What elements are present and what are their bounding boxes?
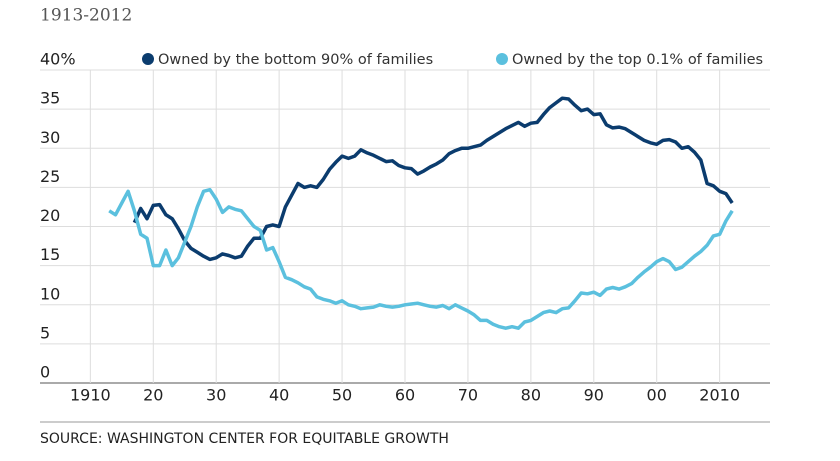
legend-label: Owned by the bottom 90% of families — [158, 52, 433, 68]
legend-label: Owned by the top 0.1% of families — [512, 52, 763, 68]
y-tick-label: 30 — [40, 128, 60, 147]
x-tick-label: 20 — [143, 386, 163, 405]
x-tick-label: 70 — [458, 386, 478, 405]
y-tick-label: 25 — [40, 167, 60, 186]
y-tick-label: 35 — [40, 89, 60, 108]
y-tick-label: 10 — [40, 284, 60, 303]
x-tick-label: 50 — [332, 386, 352, 405]
chart-subtitle: 1913-2012 — [40, 6, 132, 26]
x-tick-label: 2010 — [699, 386, 740, 405]
legend-marker — [496, 53, 508, 65]
legend-marker — [142, 53, 154, 65]
x-tick-label: 40 — [269, 386, 289, 405]
x-tick-label: 80 — [521, 386, 541, 405]
y-tick-label: 0 — [40, 363, 50, 382]
x-tick-label: 60 — [395, 386, 415, 405]
x-tick-label: 00 — [647, 386, 667, 405]
y-tick-label: 15 — [40, 245, 60, 264]
data-line — [132, 96, 734, 262]
y-tick-label: 20 — [40, 206, 60, 225]
x-tick-label: 90 — [584, 386, 604, 405]
x-tick-label: 30 — [206, 386, 226, 405]
x-tick-label: 1910 — [70, 386, 111, 405]
source: SOURCE: WASHINGTON CENTER FOR EQUITABLE … — [40, 431, 449, 447]
y-tick-label: 5 — [40, 323, 50, 342]
data-line — [108, 187, 734, 330]
y-tick-label: 40% — [40, 50, 76, 69]
